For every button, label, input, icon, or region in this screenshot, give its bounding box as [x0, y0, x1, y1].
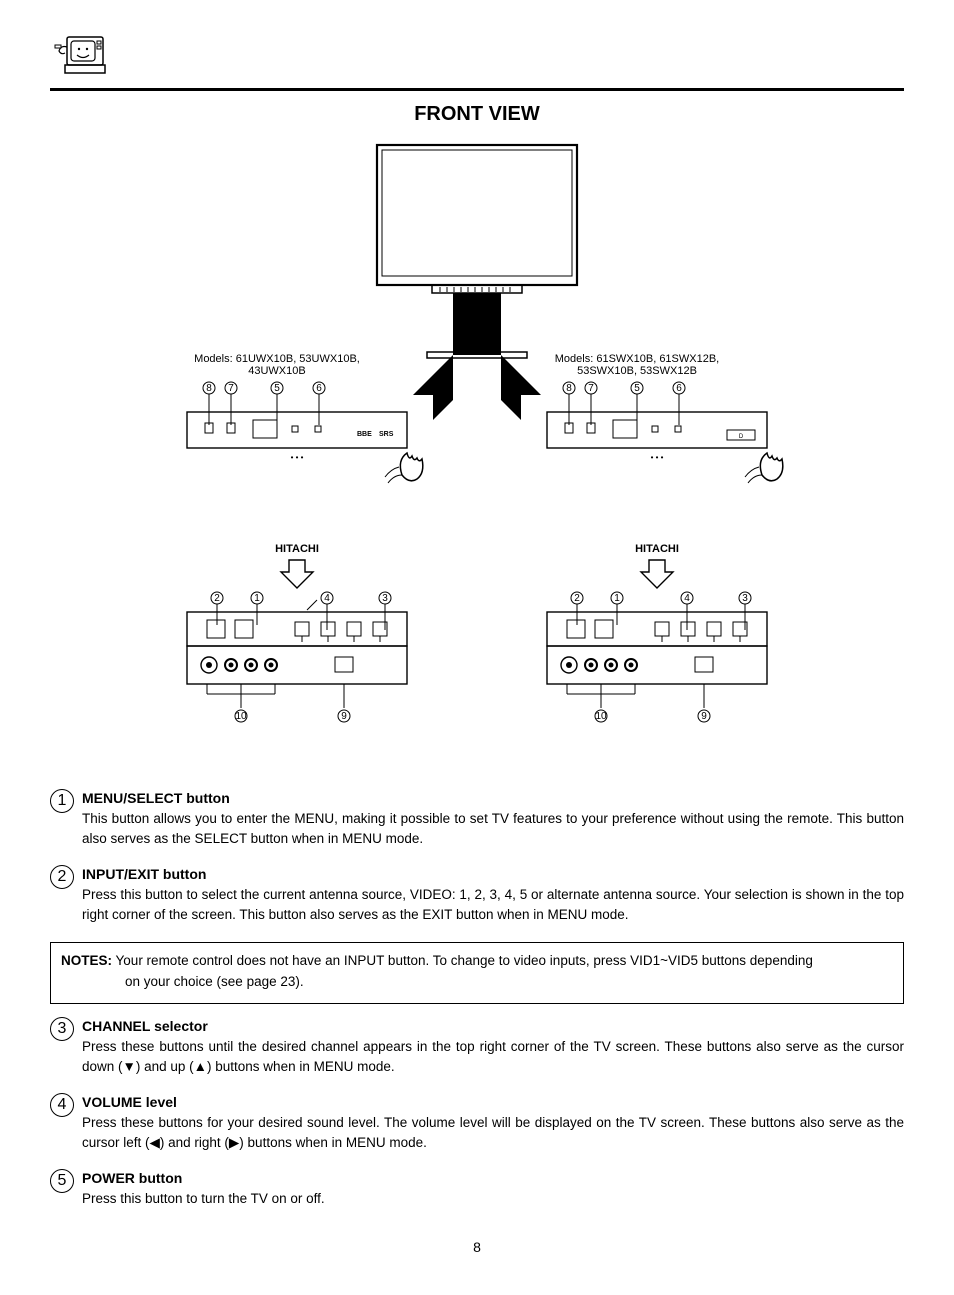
notes-text-1: Your remote control does not have an INP… [116, 953, 813, 968]
svg-text:• • •: • • • [651, 453, 664, 462]
svg-text:4: 4 [324, 593, 330, 604]
item-desc: Press this button to turn the TV on or o… [82, 1189, 904, 1209]
item-title: INPUT/EXIT button [82, 866, 904, 882]
front-view-diagram: Models: 61UWX10B, 53UWX10B, 43UWX10B 8 7… [50, 140, 904, 750]
svg-text:5: 5 [634, 383, 640, 394]
svg-text:6: 6 [676, 383, 682, 394]
item-title: POWER button [82, 1170, 904, 1186]
item-number: 3 [50, 1017, 74, 1041]
item-1: 1 MENU/SELECT button This button allows … [50, 790, 904, 848]
svg-text:10: 10 [595, 711, 607, 722]
svg-text:3: 3 [742, 593, 748, 604]
svg-text:SRS: SRS [379, 431, 394, 438]
svg-text:6: 6 [316, 383, 322, 394]
svg-text:9: 9 [701, 711, 707, 722]
svg-text:10: 10 [235, 711, 247, 722]
svg-text:7: 7 [588, 383, 594, 394]
svg-text:7: 7 [228, 383, 234, 394]
item-desc: This button allows you to enter the MENU… [82, 809, 904, 848]
svg-text:1: 1 [614, 593, 620, 604]
svg-text:HITACHI: HITACHI [635, 543, 679, 555]
notes-box: NOTES: Your remote control does not have… [50, 942, 904, 1004]
item-title: MENU/SELECT button [82, 790, 904, 806]
models-left-line2: 43UWX10B [248, 365, 305, 377]
item-title: VOLUME level [82, 1094, 904, 1110]
item-2: 2 INPUT/EXIT button Press this button to… [50, 866, 904, 924]
item-desc: Press these buttons until the desired ch… [82, 1037, 904, 1076]
page-title: FRONT VIEW [50, 103, 904, 126]
svg-text:2: 2 [214, 593, 220, 604]
svg-text:HITACHI: HITACHI [275, 543, 319, 555]
svg-text:8: 8 [566, 383, 572, 394]
item-number: 4 [50, 1093, 74, 1117]
svg-text:4: 4 [684, 593, 690, 604]
item-5: 5 POWER button Press this button to turn… [50, 1170, 904, 1209]
models-left-line1: Models: 61UWX10B, 53UWX10B, [194, 353, 360, 365]
svg-text:1: 1 [254, 593, 260, 604]
items-list: 1 MENU/SELECT button This button allows … [50, 790, 904, 1209]
page-number: 8 [50, 1239, 904, 1255]
svg-text:3: 3 [382, 593, 388, 604]
svg-text:2: 2 [574, 593, 580, 604]
svg-text:5: 5 [274, 383, 280, 394]
item-number: 5 [50, 1169, 74, 1193]
svg-text:BBE: BBE [357, 431, 372, 438]
page-header [50, 30, 904, 80]
svg-text:9: 9 [341, 711, 347, 722]
svg-text:Models: 61SWX10B, 61SWX12B,: Models: 61SWX10B, 61SWX12B, [555, 353, 719, 365]
tv-mascot-icon [50, 30, 110, 80]
item-desc: Press these buttons for your desired sou… [82, 1113, 904, 1152]
item-3: 3 CHANNEL selector Press these buttons u… [50, 1018, 904, 1076]
header-rule [50, 88, 904, 91]
notes-label: NOTES: [61, 953, 112, 968]
svg-text:53SWX10B, 53SWX12B: 53SWX10B, 53SWX12B [577, 365, 697, 377]
item-title: CHANNEL selector [82, 1018, 904, 1034]
item-number: 2 [50, 865, 74, 889]
item-number: 1 [50, 789, 74, 813]
notes-text-2: on your choice (see page 23). [61, 972, 893, 993]
svg-text:• • •: • • • [291, 453, 304, 462]
item-desc: Press this button to select the current … [82, 885, 904, 924]
svg-text:D: D [739, 434, 744, 440]
svg-text:8: 8 [206, 383, 212, 394]
item-4: 4 VOLUME level Press these buttons for y… [50, 1094, 904, 1152]
